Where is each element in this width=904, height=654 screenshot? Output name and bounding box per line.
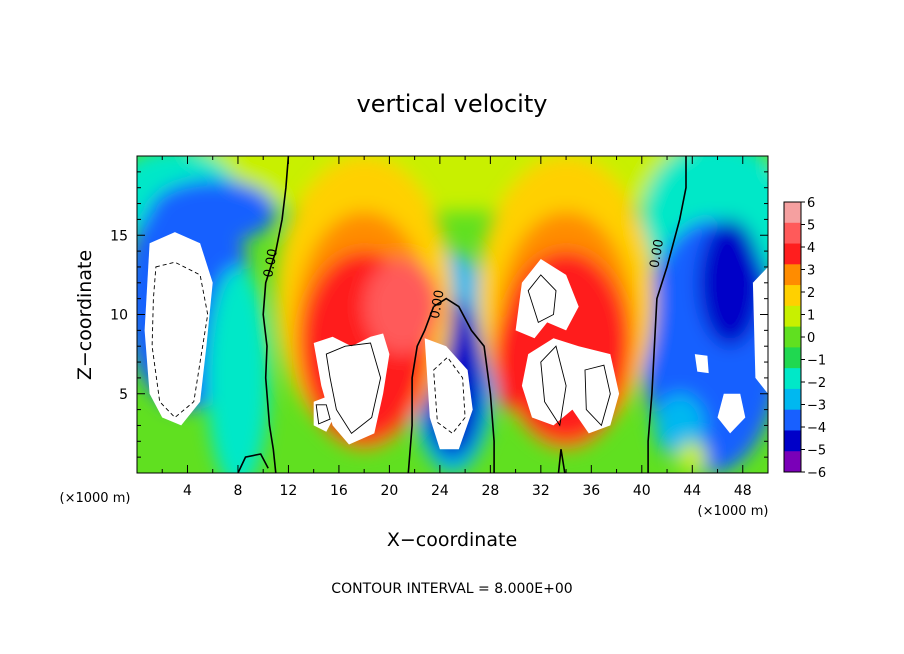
x-tick-label-6: 28 xyxy=(481,483,499,499)
colorbar-label-4: 2 xyxy=(807,286,815,301)
x-unit-label-left: (×1000 m) xyxy=(60,491,131,506)
zero-contour-1 xyxy=(407,306,435,473)
colorbar-swatch-3 xyxy=(784,264,801,286)
x-tick-label-8: 36 xyxy=(582,483,600,499)
positive-contour-3 xyxy=(584,364,611,427)
negative-contour-0 xyxy=(151,261,209,419)
zero-contour-0 xyxy=(262,156,290,473)
colorbar-swatch-1 xyxy=(784,222,801,244)
x-tick-label-3: 16 xyxy=(330,483,348,499)
field-region-4 xyxy=(149,179,276,244)
x-tick-label-1: 8 xyxy=(233,483,242,499)
field-region-7 xyxy=(698,219,762,347)
colorbar-swatch-7 xyxy=(784,347,801,369)
x-unit-label-right: (×1000 m) xyxy=(698,504,769,519)
colorbar-swatch-5 xyxy=(784,305,801,328)
contour-label-2: 0.00 xyxy=(647,238,667,269)
x-axis-label: X−coordinate xyxy=(387,529,517,551)
contour-labels: 0.00 0.00 0.00 xyxy=(261,238,667,320)
zero-contour-5 xyxy=(557,449,566,473)
field-region-17 xyxy=(364,259,440,355)
colorbar-label-12: −6 xyxy=(807,466,826,481)
chart-title: vertical velocity xyxy=(357,90,548,118)
y-tick-label-0: 5 xyxy=(119,387,128,403)
x-tick-label-5: 24 xyxy=(431,483,449,499)
zero-contour-3 xyxy=(647,156,687,473)
positive-contour-4 xyxy=(315,404,331,425)
colorbar-label-11: −5 xyxy=(807,444,826,459)
colorbar-label-2: 4 xyxy=(807,241,815,256)
positive-contour-2 xyxy=(540,345,567,427)
saturated-core-4 xyxy=(521,338,620,434)
y-tick-label-2: 15 xyxy=(110,228,128,244)
positive-contour-0 xyxy=(325,342,382,435)
x-tick-label-2: 12 xyxy=(280,483,298,499)
saturated-core-8 xyxy=(694,354,709,374)
colorbar-label-3: 3 xyxy=(807,264,815,279)
field-region-18 xyxy=(492,314,526,410)
zero-contour-4 xyxy=(237,453,269,473)
colorbar-swatch-11 xyxy=(784,430,801,452)
x-tick-label-0: 4 xyxy=(183,483,192,499)
field-region-8 xyxy=(654,393,705,458)
saturated-core-2 xyxy=(424,338,473,450)
saturated-core-6 xyxy=(717,393,746,434)
colorbar-swatch-2 xyxy=(784,243,801,265)
y-axis-label: Z−coordinate xyxy=(74,250,96,380)
x-axis-ticks: 4 8 12 16 20 24 28 32 36 40 44 48 xyxy=(161,156,752,499)
x-tick-label-9: 40 xyxy=(633,483,651,499)
colorbar-label-5: 1 xyxy=(807,309,815,324)
colorbar-label-6: 0 xyxy=(807,331,815,346)
saturated-core-0 xyxy=(144,232,213,426)
colorbar-swatch-8 xyxy=(784,368,801,390)
x-tick-label-10: 44 xyxy=(683,483,701,499)
field-region-5 xyxy=(206,266,270,473)
saturated-core-3 xyxy=(515,259,579,339)
x-tick-label-11: 48 xyxy=(734,483,752,499)
colorbar-label-0: 6 xyxy=(807,196,815,211)
y-tick-label-1: 10 xyxy=(110,308,128,324)
y-axis-ticks: 5 10 15 xyxy=(110,171,768,458)
colorbar-swatch-4 xyxy=(784,285,801,307)
contour-interval-note: CONTOUR INTERVAL = 8.000E+00 xyxy=(331,581,572,597)
positive-contour-1 xyxy=(527,274,557,324)
colorbar-label-7: −1 xyxy=(807,354,826,369)
field-cores xyxy=(144,232,768,450)
colorbar-swatch-6 xyxy=(784,326,801,348)
colorbar-swatch-12 xyxy=(784,451,801,473)
colorbar-swatch-10 xyxy=(784,409,801,431)
x-tick-label-4: 20 xyxy=(380,483,398,499)
contour-label-1: 0.00 xyxy=(428,289,448,320)
negative-contour-1 xyxy=(433,356,466,435)
colorbar-label-10: −4 xyxy=(807,421,826,436)
contour-label-0: 0.00 xyxy=(261,248,281,279)
colorbar-label-1: 5 xyxy=(807,219,815,234)
field-region-19 xyxy=(677,441,708,473)
colorbar: 6 5 4 3 2 1 0 −1 −2 −3 −4 −5 −6 xyxy=(783,196,826,481)
colorbar-label-9: −3 xyxy=(807,399,826,414)
colorbar-swatch-0 xyxy=(784,202,801,224)
velocity-field xyxy=(137,156,768,473)
colorbar-label-8: −2 xyxy=(807,376,826,391)
colorbar-swatch-9 xyxy=(784,388,801,411)
zero-contours xyxy=(151,156,687,473)
x-tick-label-7: 32 xyxy=(532,483,550,499)
zero-contour-2 xyxy=(433,297,495,473)
